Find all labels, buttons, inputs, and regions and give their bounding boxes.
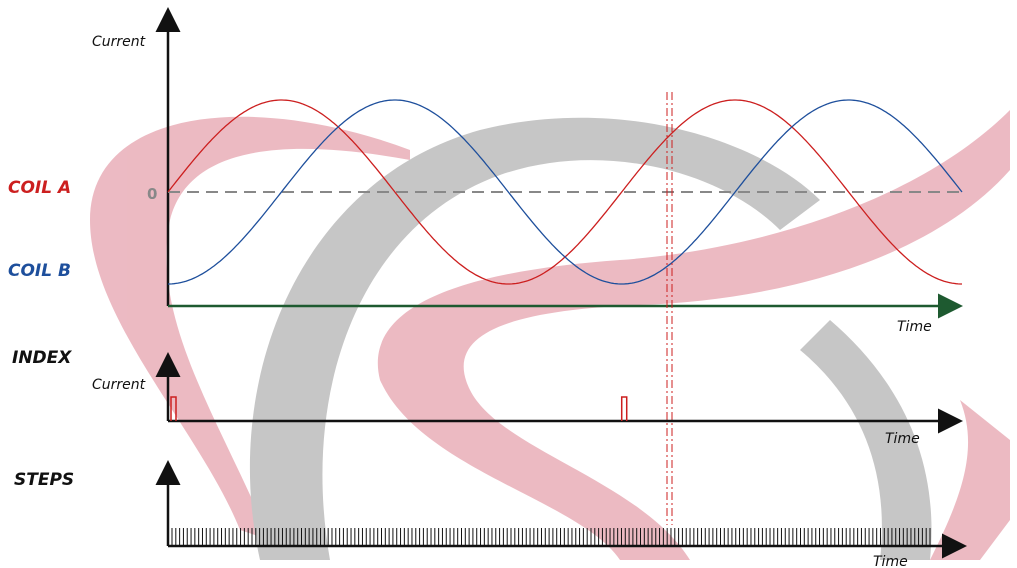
index-pulse [170,396,177,421]
index-pulses [170,396,628,421]
watermark-red-right-band [930,400,1010,560]
top-y-axis-label: Current [92,34,146,50]
watermark [90,110,1010,560]
watermark-red-swoosh [90,116,410,540]
coil-a-label: COIL A [8,178,71,198]
top-x-axis-label: Time [897,319,932,335]
zero-label: 0 [147,185,157,203]
watermark-gray-right-arc [800,320,932,560]
watermark-gray-arc [249,117,821,560]
coil-b-wave [168,99,963,285]
watermark-red-band [377,110,1010,560]
index-y-axis-label: Current [92,377,146,393]
coil-b-label: COIL B [8,261,71,281]
index-pulse [620,396,628,421]
waveforms [167,99,963,285]
steps-x-axis-label: Time [873,554,908,568]
index-x-axis-label: Time [885,431,920,447]
index-label: INDEX [12,348,72,368]
steps-label: STEPS [14,470,74,490]
step-ticks [171,528,931,546]
